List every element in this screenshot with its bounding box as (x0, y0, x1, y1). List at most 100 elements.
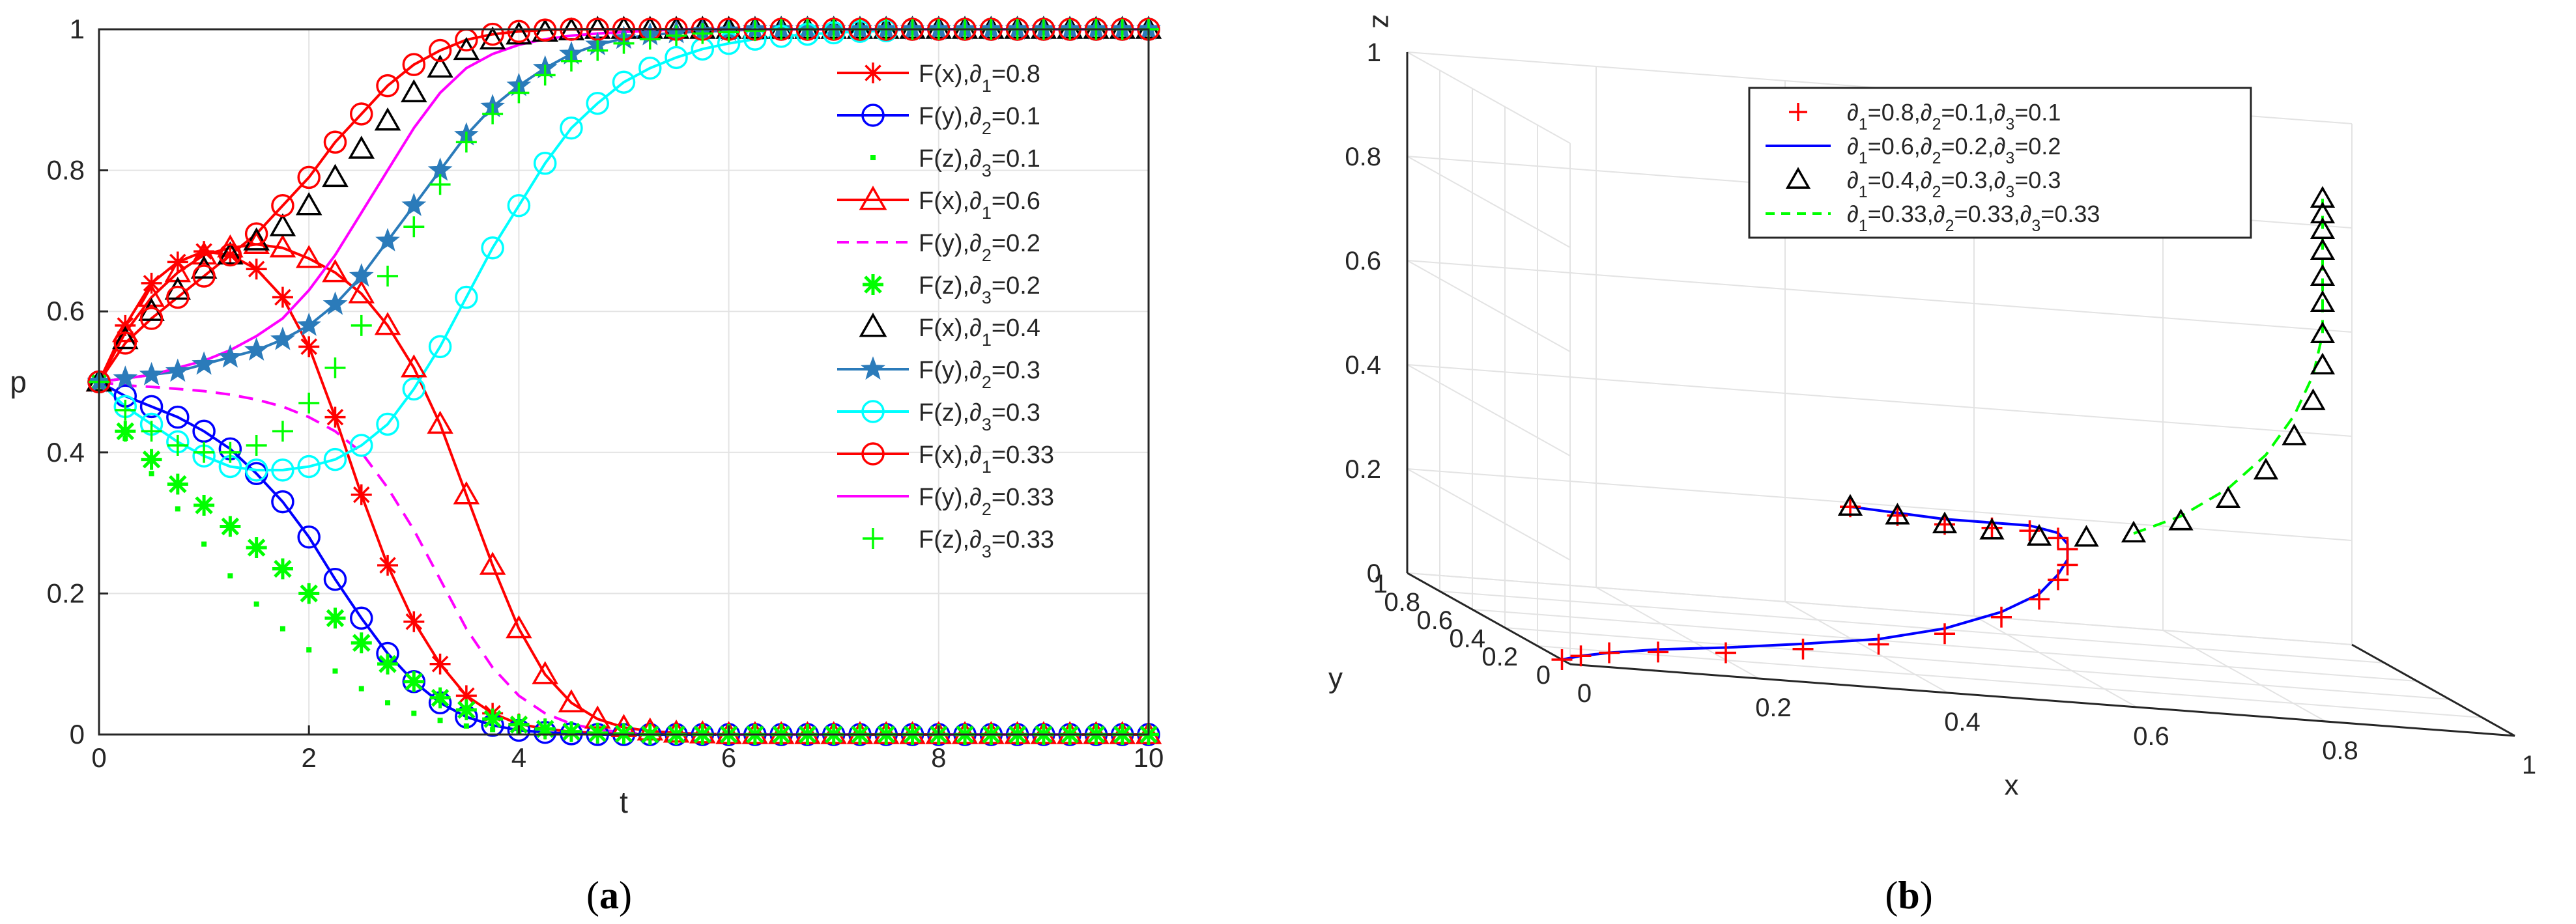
panel-a-marker-f-z-3-0-1 (463, 723, 469, 729)
panel-a-marker-f-x-1-0-4 (295, 191, 322, 216)
panel-a-marker-f-z-3-0-1 (149, 471, 154, 477)
panel-a-marker-f-y-2-0-1 (323, 567, 347, 591)
panel-a-marker-f-x-1-0-6 (401, 354, 427, 378)
panel-a-marker-f-x-1-0-33 (113, 331, 137, 355)
panel-b-marker-1-0-8-2-0-1-3-0-1 (1715, 642, 1736, 664)
panel-a-y-tick-label: 0 (70, 719, 85, 749)
panel-a-marker-f-y-2-0-3 (296, 313, 322, 336)
panel-a-marker-f-z-3-0-3 (244, 458, 268, 482)
panel-a-caption: (a) (586, 874, 632, 917)
panel-a-y-tick-label: 1 (70, 14, 85, 44)
panel-a-marker-f-x-1-0-33 (428, 38, 452, 63)
panel-a-marker-f-x-1-0-6 (295, 245, 322, 268)
panel-a-marker-f-z-3-0-2 (246, 537, 267, 559)
panel-a-legend-label: F(y),∂2=0.2 (919, 230, 1040, 265)
panel-a-marker-f-z-3-0-33 (351, 315, 372, 336)
panel-a-tick-labels: 0 2 4 6 8 10 0 0.2 0.4 0.6 0.8 1 (47, 14, 1164, 773)
panel-b-z-axis-label: z (1367, 14, 1399, 29)
panel-a-marker-f-x-1-0-8 (272, 287, 293, 308)
panel-b-grid (1406, 51, 2515, 737)
panel-a-legend-marker (870, 155, 876, 160)
panel-a-marker-f-x-1-0-6 (506, 615, 532, 639)
panel-a-marker-f-x-1-0-4 (217, 241, 244, 265)
panel-a-marker-f-z-3-0-33 (718, 21, 739, 43)
panel-a-marker-f-z-3-0-3 (350, 434, 373, 457)
panel-a-marker-f-z-3-0-3 (297, 455, 321, 479)
panel-b-grid-floor-y (1504, 627, 2450, 700)
panel-a-marker-f-z-3-0-2 (377, 653, 399, 675)
panel-a-marker-f-z-3-0-33 (744, 20, 766, 42)
panel-a-marker-f-z-3-0-3 (428, 335, 452, 359)
panel-a-marker-f-z-3-0-3 (507, 194, 531, 217)
panel-b-marker-1-0-4-2-0-3-3-0-3 (2215, 486, 2241, 509)
panel-b-grid-back-z (1407, 468, 2353, 541)
panel-a-x-tick-label: 4 (511, 742, 526, 773)
panel-b-marker-1-0-8-2-0-1-3-0-1 (2029, 589, 2050, 610)
panel-a-marker-f-z-3-0-33 (220, 441, 241, 463)
panel-b-marker-1-0-4-2-0-3-3-0-3 (1837, 494, 1863, 516)
panel-a-marker-f-z-3-0-1 (227, 573, 233, 579)
panel-a-marker-f-z-3-0-2 (534, 718, 556, 740)
panel-b-z-tick-label: 0 (1367, 559, 1381, 588)
panel-b-marker-1-0-4-2-0-3-3-0-3 (2310, 352, 2336, 375)
panel-b-y-axis (1407, 572, 1571, 665)
panel-a-legend-marker (861, 400, 885, 423)
panel-a-marker-f-z-3-0-33 (534, 64, 556, 86)
panel-a-y-tick-label: 0.2 (47, 578, 85, 608)
panel-a-marker-f-z-3-0-2 (193, 495, 215, 516)
panel-a-x-tick-label: 0 (91, 742, 106, 773)
panel-a-caption-letter: a (599, 874, 619, 917)
panel-a-marker-f-x-1-0-8 (193, 241, 215, 262)
panel-b-series-markers (1551, 186, 2336, 670)
panel-a-marker-f-y-2-0-3 (270, 326, 295, 350)
panel-a-marker-f-z-3-0-33 (639, 29, 661, 50)
panel-a-marker-f-x-1-0-8 (141, 272, 162, 294)
panel-a-marker-f-x-1-0-4 (401, 79, 427, 103)
panel-a-marker-f-x-1-0-6 (427, 410, 453, 434)
panel-a-marker-f-z-3-0-3 (612, 70, 636, 94)
panel-a-marker-f-z-3-0-1 (306, 647, 312, 653)
panel-a-axes-frame (98, 28, 1150, 736)
panel-a-legend-marker (863, 63, 883, 83)
panel-a-marker-f-z-3-0-3 (586, 91, 609, 115)
panel-b-legend-label: ∂1=0.8,∂2=0.1,∂3=0.1 (1847, 99, 2061, 133)
panel-a-x-axis-label: t (620, 785, 628, 819)
panel-a-marker-f-x-1-0-33 (139, 307, 164, 330)
panel-a-marker-f-z-3-0-33 (246, 434, 267, 456)
panel-a-marker-f-x-1-0-6 (138, 283, 165, 307)
panel-a-legend-marker (861, 104, 885, 127)
panel-a-marker-f-y-2-0-1 (166, 405, 190, 429)
panel-b-z-tick-label: 1 (1367, 38, 1381, 67)
panel-a-marker-f-z-3-0-1 (253, 601, 259, 607)
panel-a-marker-f-z-3-0-2 (298, 583, 320, 604)
panel-a-marker-f-y-2-0-1 (192, 419, 216, 443)
panel-b-floor-edge (2351, 643, 2515, 737)
panel-a-marker-f-z-3-0-1 (358, 686, 364, 692)
panel-a-marker-f-x-1-0-4 (506, 21, 532, 45)
panel-a-marker-f-z-3-0-33 (482, 103, 504, 124)
panel-b-marker-1-0-4-2-0-3-3-0-3 (1885, 503, 1910, 525)
panel-a-x-tick-label: 8 (931, 742, 946, 773)
panel-a-marker-f-z-3-0-2 (167, 473, 188, 495)
panel-a-x-tick-label: 2 (302, 742, 317, 773)
panel-b-y-tick-label: 1 (1373, 570, 1388, 598)
panel-b-grid-floor-x (1596, 587, 1760, 679)
panel-a-marker-f-x-1-0-4 (112, 326, 139, 350)
panel-b-marker-1-0-8-2-0-1-3-0-1 (1991, 606, 2012, 628)
panel-a-legend-marker (859, 313, 887, 337)
panel-a-marker-f-x-1-0-6 (558, 689, 585, 712)
panel-b-x-tick-label: 0.4 (1944, 708, 1981, 736)
panel-a-marker-f-z-3-0-33 (508, 82, 530, 104)
panel-a-marker-f-z-3-0-2 (115, 421, 136, 442)
panel-a-marker-f-x-1-0-33 (481, 22, 504, 46)
panel-a-marker-f-y-2-0-3 (165, 358, 190, 382)
panel-a-marker-f-x-1-0-4 (269, 213, 296, 236)
panel-a-legend-marker (863, 528, 883, 549)
panel-b-marker-1-0-8-2-0-1-3-0-1 (1570, 645, 1592, 667)
panel-a-marker-f-z-3-0-1 (411, 710, 417, 716)
panel-a-legend-marker (863, 274, 883, 295)
panel-a-marker-f-x-1-0-8 (429, 653, 451, 675)
panel-a-marker-f-x-1-0-33 (271, 194, 294, 217)
panel-b-legend-marker (1789, 103, 1807, 121)
panel-b-marker-1-0-4-2-0-3-3-0-3 (2282, 423, 2307, 445)
